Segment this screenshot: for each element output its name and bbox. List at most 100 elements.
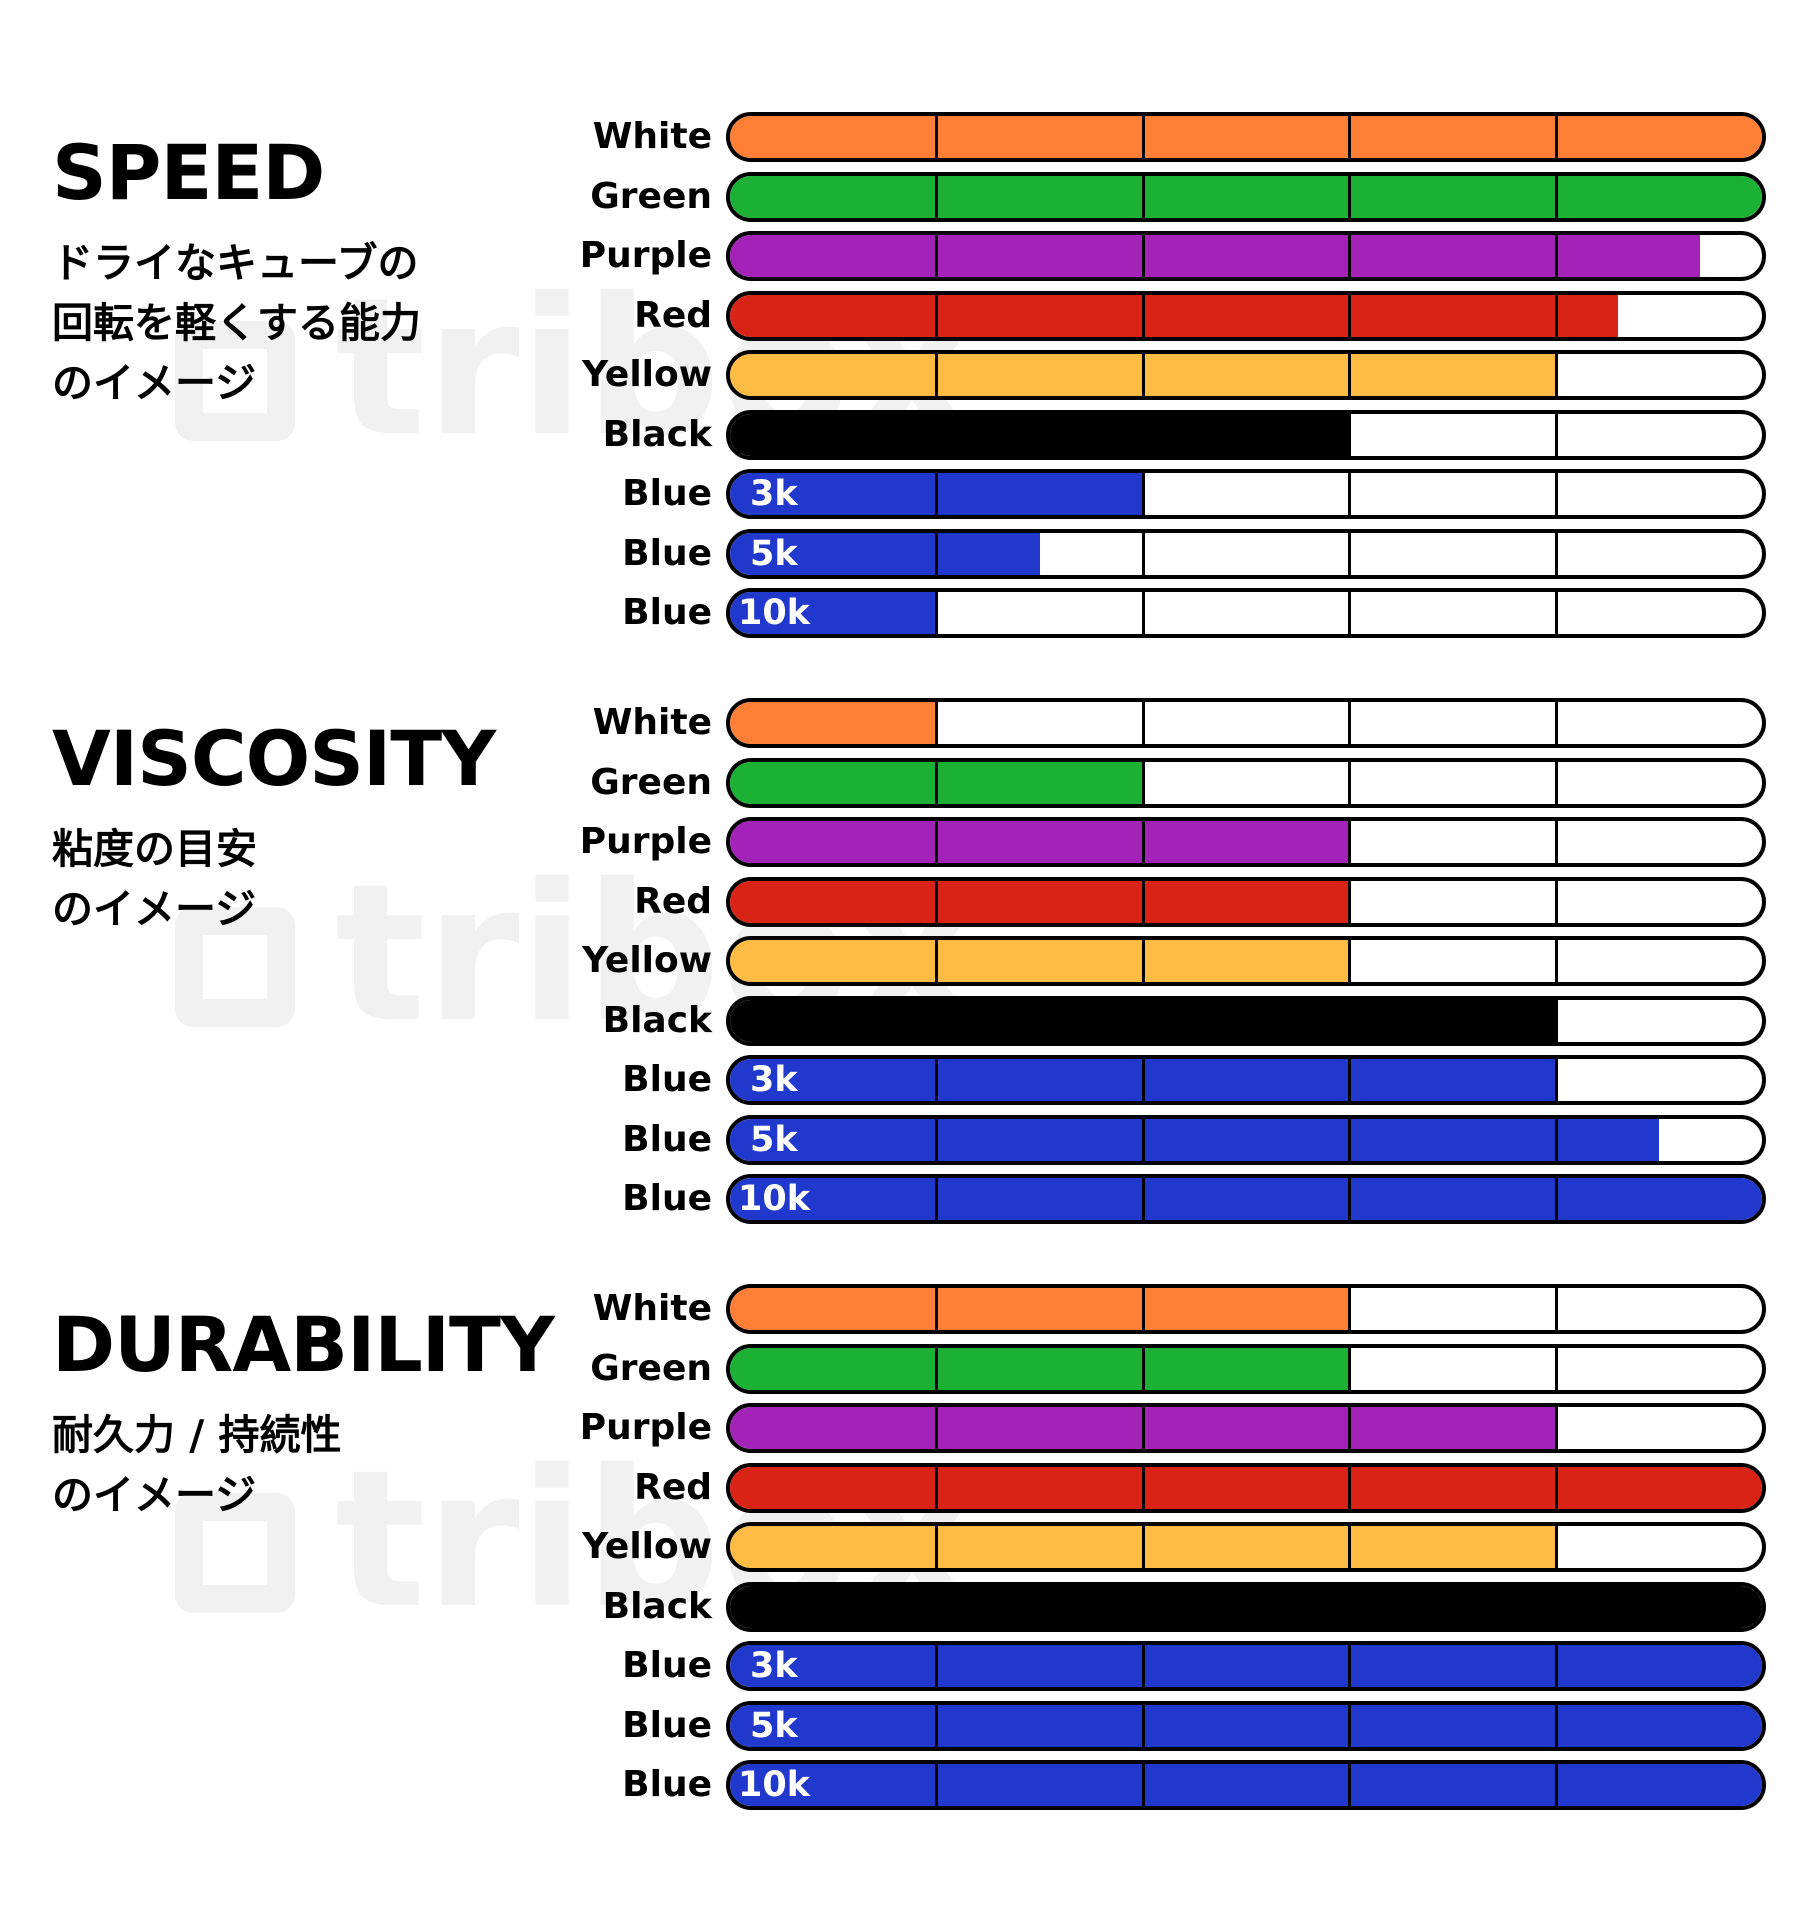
bar-row: Yellow bbox=[0, 934, 1800, 988]
bar-row: Blue 10k bbox=[0, 1758, 1800, 1812]
chart-title: VISCOSITY bbox=[52, 714, 496, 803]
bar-divider bbox=[1141, 235, 1145, 277]
bar-row: Purple bbox=[0, 229, 1800, 283]
bar-divider bbox=[1554, 1585, 1558, 1628]
bar-fill bbox=[730, 940, 1350, 982]
bar-row: White bbox=[0, 110, 1800, 164]
bar-divider bbox=[1348, 116, 1352, 158]
chart-subtitle: ドライなキューブの 回転を軽くする能力 のイメージ bbox=[52, 233, 532, 413]
bar-divider bbox=[1348, 1118, 1352, 1161]
bar-divider bbox=[1348, 761, 1352, 804]
bar-label: Blue bbox=[622, 1704, 712, 1746]
bar-divider bbox=[935, 1407, 939, 1449]
bar-label: Purple bbox=[579, 821, 712, 862]
bar-divider bbox=[1141, 761, 1145, 804]
bar-track bbox=[726, 1522, 1766, 1572]
bar-tag-label: 3k bbox=[750, 474, 798, 514]
bar-track bbox=[726, 350, 1766, 400]
bar-label: Red bbox=[634, 294, 712, 336]
subtitle-line: 回転を軽くする能力 bbox=[52, 299, 421, 347]
bar-fill bbox=[730, 1178, 1762, 1220]
bar-divider bbox=[1141, 1178, 1145, 1220]
bar-label: Green bbox=[590, 761, 712, 803]
bar-row: Blue 5k bbox=[0, 1699, 1800, 1753]
bar-tag-label: 3k bbox=[750, 1060, 798, 1100]
bar-divider bbox=[1348, 1059, 1352, 1101]
bar-divider bbox=[1554, 235, 1558, 277]
bar-track bbox=[726, 112, 1766, 162]
bar-divider bbox=[1141, 1645, 1145, 1687]
bar-divider bbox=[935, 1526, 939, 1568]
subtitle-line: のイメージ bbox=[52, 1471, 257, 1519]
bar-divider bbox=[1141, 880, 1145, 923]
bar-label: Blue bbox=[622, 532, 712, 574]
bar-divider bbox=[1554, 940, 1558, 982]
bar-track: 3k bbox=[726, 1055, 1766, 1105]
bar-track bbox=[726, 1462, 1766, 1513]
bar-divider bbox=[1554, 999, 1558, 1042]
bar-label: Blue bbox=[622, 592, 712, 633]
bar-label: Blue bbox=[622, 1645, 712, 1686]
bar-divider bbox=[1141, 1118, 1145, 1161]
bar-fill bbox=[730, 1764, 1762, 1806]
bar-divider bbox=[1554, 1645, 1558, 1687]
bar-divider bbox=[1554, 354, 1558, 396]
chart-subtitle: 粘度の目安 のイメージ bbox=[52, 819, 532, 939]
bar-row: Blue 3k bbox=[0, 467, 1800, 521]
bar-divider bbox=[1141, 702, 1145, 744]
bar-divider bbox=[1348, 940, 1352, 982]
bar-fill bbox=[730, 413, 1350, 456]
bar-divider bbox=[1348, 1288, 1352, 1330]
bar-divider bbox=[935, 175, 939, 218]
bar-divider bbox=[1141, 940, 1145, 982]
bar-fill bbox=[730, 235, 1701, 277]
bar-tag-label: 10k bbox=[738, 593, 810, 633]
bar-label: Yellow bbox=[582, 940, 712, 981]
bar-label: Blue bbox=[622, 1764, 712, 1805]
bar-divider bbox=[1141, 821, 1145, 863]
bar-divider bbox=[1554, 413, 1558, 456]
bar-label: White bbox=[592, 1288, 712, 1329]
bar-track bbox=[726, 1581, 1766, 1632]
bar-label: Blue bbox=[622, 1059, 712, 1100]
bar-label: Black bbox=[602, 999, 712, 1041]
bar-track: 3k bbox=[726, 469, 1766, 519]
bar-tag-label: 10k bbox=[738, 1765, 810, 1805]
bar-divider bbox=[1141, 592, 1145, 634]
bar-tag-label: 5k bbox=[750, 1705, 798, 1746]
bar-fill bbox=[730, 821, 1350, 863]
bar-track bbox=[726, 171, 1766, 222]
bar-row: White bbox=[0, 1282, 1800, 1336]
bar-divider bbox=[1554, 880, 1558, 923]
bar-divider bbox=[1141, 1288, 1145, 1330]
bar-divider bbox=[1348, 1407, 1352, 1449]
bar-divider bbox=[935, 1059, 939, 1101]
bar-track bbox=[726, 290, 1766, 341]
bar-track: 5k bbox=[726, 1700, 1766, 1751]
bar-divider bbox=[1348, 702, 1352, 744]
bar-fill bbox=[730, 532, 1040, 575]
subtitle-line: のイメージ bbox=[52, 885, 257, 933]
bar-divider bbox=[935, 294, 939, 337]
bar-divider bbox=[935, 1288, 939, 1330]
bar-row: Blue 10k bbox=[0, 1172, 1800, 1226]
bar-fill bbox=[730, 1288, 1350, 1330]
bar-divider bbox=[935, 999, 939, 1042]
bar-track: 5k bbox=[726, 1114, 1766, 1165]
bar-track bbox=[726, 1284, 1766, 1334]
bar-divider bbox=[1348, 821, 1352, 863]
subtitle-line: 粘度の目安 bbox=[52, 825, 257, 873]
bar-divider bbox=[935, 1466, 939, 1509]
bar-track bbox=[726, 409, 1766, 460]
bar-fill bbox=[730, 116, 1762, 158]
bar-divider bbox=[935, 473, 939, 515]
bar-divider bbox=[1348, 473, 1352, 515]
bar-divider bbox=[935, 116, 939, 158]
bar-label: White bbox=[592, 116, 712, 157]
bar-fill bbox=[730, 1585, 1762, 1628]
bar-divider bbox=[1141, 294, 1145, 337]
bar-divider bbox=[1348, 592, 1352, 634]
bar-fill bbox=[730, 1118, 1659, 1161]
bar-divider bbox=[1348, 1466, 1352, 1509]
bar-row: Blue 5k bbox=[0, 527, 1800, 581]
